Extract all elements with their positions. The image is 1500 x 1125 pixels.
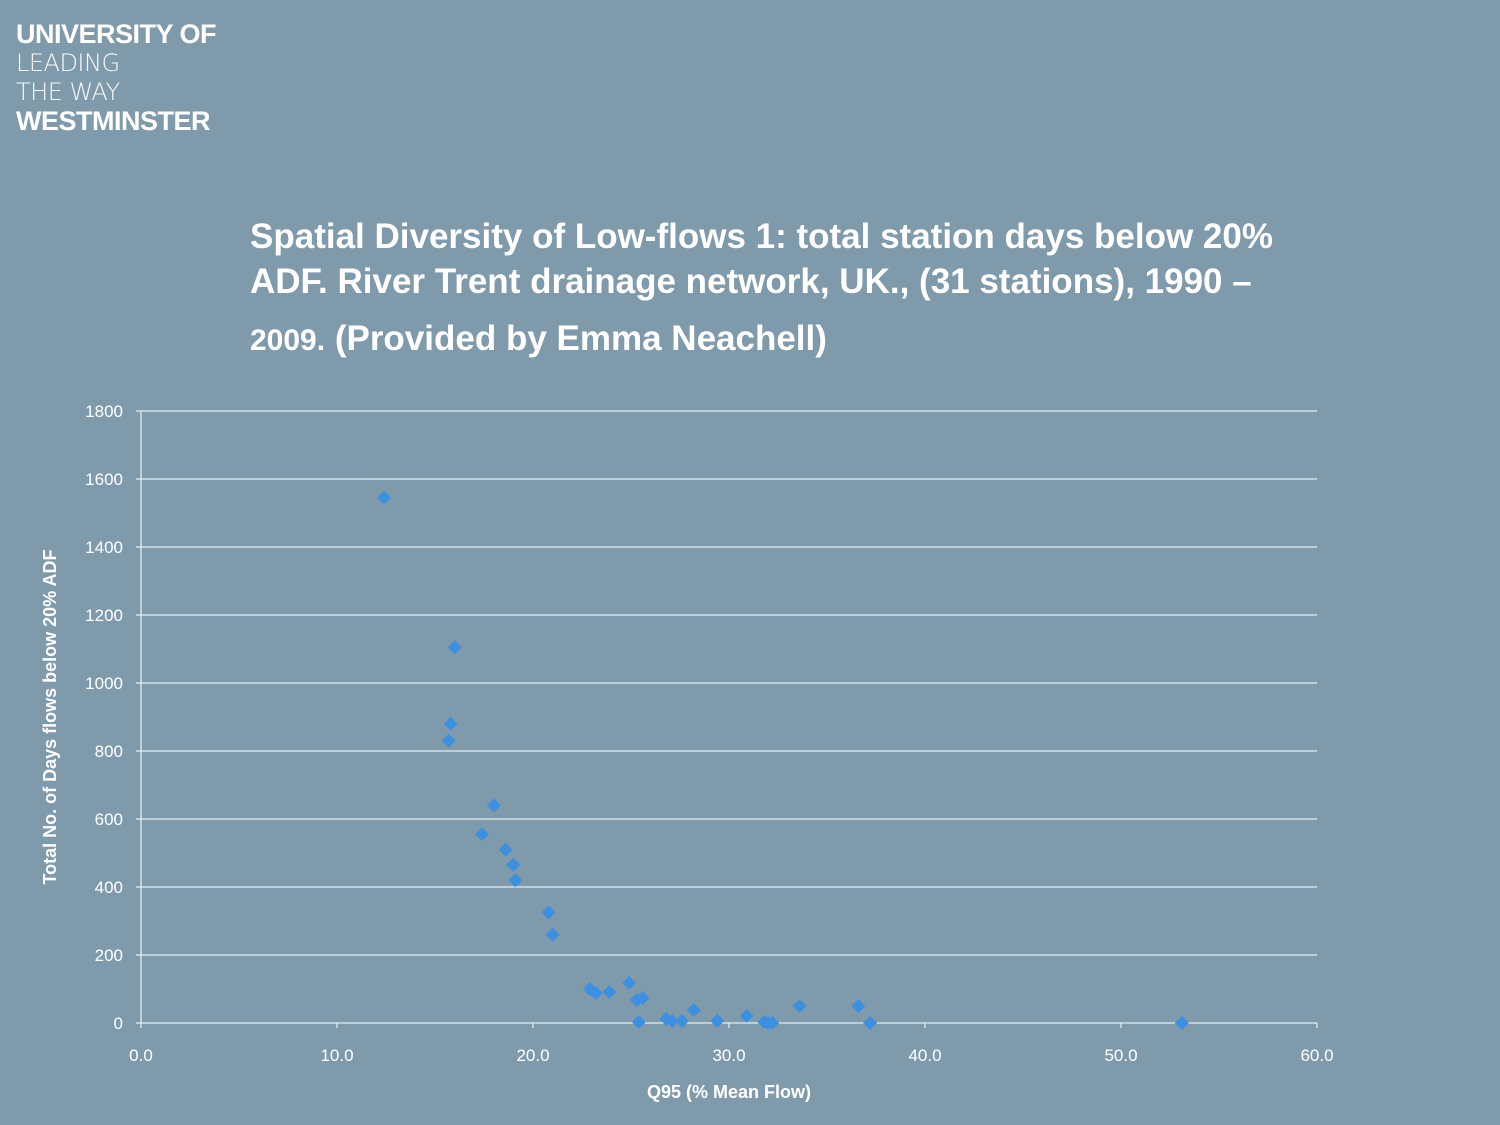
- x-tick-label: 10.0: [320, 1046, 353, 1065]
- y-tick-label: 1200: [85, 606, 123, 625]
- data-point: [622, 975, 637, 990]
- data-point: [588, 986, 603, 1001]
- data-point: [631, 1014, 646, 1029]
- x-tick-label: 0.0: [129, 1046, 153, 1065]
- y-tick-label: 0: [114, 1014, 123, 1033]
- title-line: ADF. River Trent drainage network, UK., …: [250, 262, 1252, 301]
- data-point: [665, 1013, 680, 1028]
- data-point: [635, 990, 650, 1005]
- title-credit: (Provided by Emma Neachell): [334, 319, 827, 358]
- logo-line: LEADING: [16, 49, 120, 77]
- data-point: [1174, 1016, 1189, 1030]
- x-tick-label: 50.0: [1104, 1046, 1137, 1065]
- y-tick-label: 1400: [85, 538, 123, 557]
- data-point: [739, 1008, 754, 1023]
- data-point: [447, 640, 462, 655]
- y-tick-label: 1800: [85, 402, 123, 421]
- y-tick-label: 800: [95, 742, 123, 761]
- title-year: 2009.: [250, 324, 326, 357]
- x-tick-label: 60.0: [1300, 1046, 1333, 1065]
- title-line: Spatial Diversity of Low-flows 1: total …: [250, 217, 1273, 256]
- y-tick-label: 200: [95, 946, 123, 965]
- data-point: [765, 1016, 780, 1030]
- data-point: [541, 905, 556, 920]
- logo-line: THE WAY: [16, 78, 120, 106]
- data-point: [710, 1013, 725, 1028]
- data-point: [863, 1016, 878, 1030]
- data-point: [851, 999, 866, 1013]
- data-point: [498, 842, 513, 857]
- data-point: [377, 490, 392, 505]
- y-tick-label: 600: [95, 810, 123, 829]
- data-point: [475, 827, 490, 842]
- data-point: [602, 985, 617, 1000]
- y-tick-label: 1000: [85, 674, 123, 693]
- x-tick-label: 20.0: [516, 1046, 549, 1065]
- data-point: [545, 927, 560, 942]
- x-tick-label: 30.0: [712, 1046, 745, 1065]
- logo-line: UNIVERSITY OF: [16, 19, 217, 49]
- y-tick-label: 400: [95, 878, 123, 897]
- data-point: [441, 733, 456, 748]
- y-axis-label: Total No. of Days flows below 20% ADF: [40, 549, 60, 884]
- data-point: [659, 1011, 674, 1026]
- x-axis-label: Q95 (% Mean Flow): [647, 1082, 811, 1102]
- data-point: [686, 1003, 701, 1018]
- slide-title: Spatial Diversity of Low-flows 1: total …: [250, 214, 1400, 363]
- y-tick-label: 1600: [85, 470, 123, 489]
- data-point: [792, 999, 807, 1013]
- data-point: [486, 798, 501, 813]
- data-point: [443, 716, 458, 731]
- data-point: [674, 1013, 689, 1028]
- data-point: [506, 857, 521, 872]
- title-line: 2009. (Provided by Emma Neachell): [250, 316, 1400, 363]
- data-point: [508, 873, 523, 888]
- logo-line: WESTMINSTER: [16, 106, 211, 136]
- x-tick-label: 40.0: [908, 1046, 941, 1065]
- university-logo: UNIVERSITY OF LEADING THE WAY WESTMINSTE…: [16, 19, 217, 136]
